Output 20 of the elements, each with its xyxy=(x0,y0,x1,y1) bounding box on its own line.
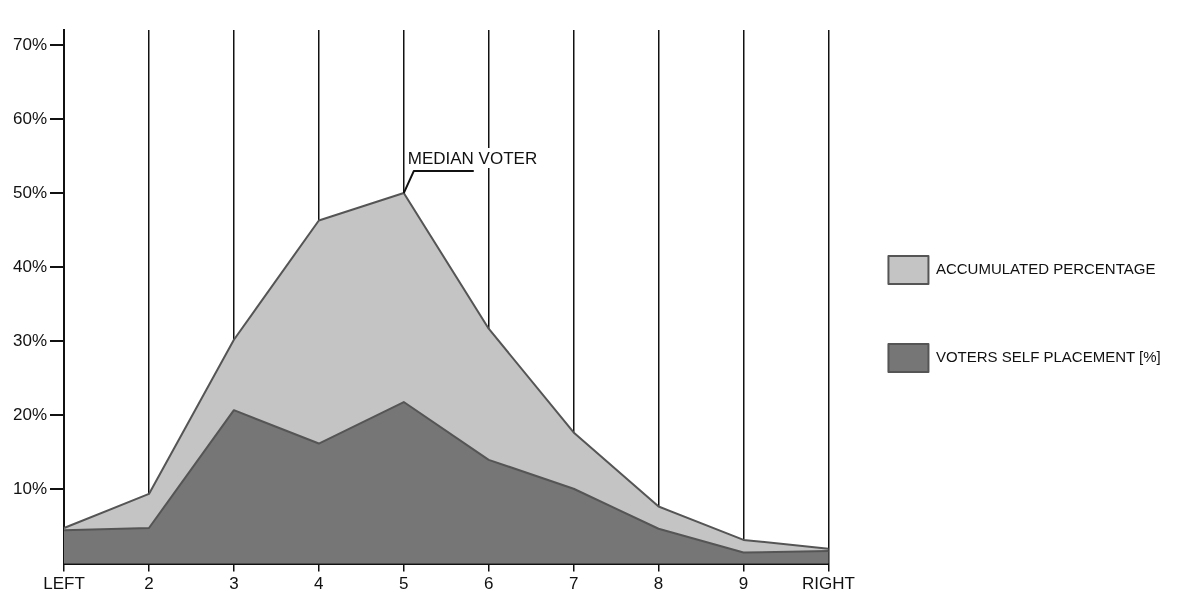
annotation: MEDIAN VOTER xyxy=(407,149,538,169)
legend-label: VOTERS SELF PLACEMENT [%] xyxy=(935,348,1161,366)
x-tick-label: 2 xyxy=(144,574,154,594)
x-tick-label: 3 xyxy=(229,574,239,594)
y-tick-label: 50% xyxy=(12,182,48,202)
y-tick-label: 70% xyxy=(12,34,48,54)
x-tick-label: RIGHT xyxy=(802,574,855,594)
y-tick-label: 30% xyxy=(12,330,48,350)
legend-label: ACCUMULATED PERCENTAGE xyxy=(935,260,1156,278)
x-tick-label: 6 xyxy=(483,574,494,594)
x-tick-label: 5 xyxy=(399,574,409,594)
x-tick-label: LEFT xyxy=(43,574,85,594)
x-tick-label: 8 xyxy=(653,574,664,594)
y-tick-label: 40% xyxy=(12,256,48,276)
x-tick-label: 9 xyxy=(738,574,749,594)
x-tick-label: 7 xyxy=(568,574,579,594)
y-tick-label: 10% xyxy=(12,479,48,499)
x-tick-label: 4 xyxy=(314,574,324,594)
y-tick-label: 60% xyxy=(12,108,48,128)
y-tick-label: 20% xyxy=(12,405,48,425)
